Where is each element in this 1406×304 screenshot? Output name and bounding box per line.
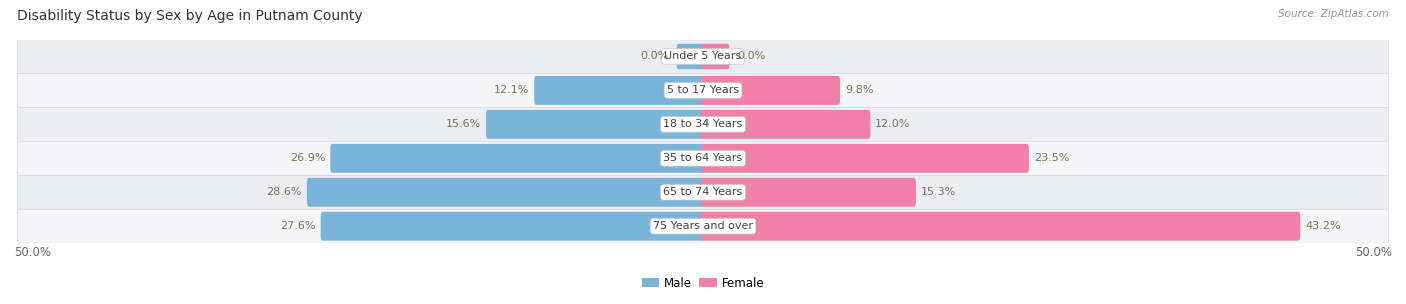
Text: 75 Years and over: 75 Years and over (652, 221, 754, 231)
Text: 15.3%: 15.3% (921, 187, 956, 197)
Text: 12.1%: 12.1% (494, 85, 530, 95)
Text: 35 to 64 Years: 35 to 64 Years (664, 153, 742, 163)
Text: 43.2%: 43.2% (1305, 221, 1341, 231)
FancyBboxPatch shape (18, 74, 1388, 107)
Text: 26.9%: 26.9% (290, 153, 325, 163)
Text: 27.6%: 27.6% (280, 221, 316, 231)
FancyBboxPatch shape (676, 44, 704, 69)
FancyBboxPatch shape (702, 178, 915, 207)
Text: 50.0%: 50.0% (14, 246, 51, 259)
Text: 28.6%: 28.6% (267, 187, 302, 197)
Text: 12.0%: 12.0% (875, 119, 911, 130)
Text: 5 to 17 Years: 5 to 17 Years (666, 85, 740, 95)
FancyBboxPatch shape (702, 44, 730, 69)
FancyBboxPatch shape (307, 178, 704, 207)
Text: 65 to 74 Years: 65 to 74 Years (664, 187, 742, 197)
FancyBboxPatch shape (702, 144, 1029, 173)
FancyBboxPatch shape (702, 76, 841, 105)
Text: 18 to 34 Years: 18 to 34 Years (664, 119, 742, 130)
Text: Under 5 Years: Under 5 Years (665, 51, 741, 61)
FancyBboxPatch shape (702, 110, 870, 139)
FancyBboxPatch shape (18, 209, 1388, 243)
Text: Source: ZipAtlas.com: Source: ZipAtlas.com (1278, 9, 1389, 19)
FancyBboxPatch shape (702, 212, 1301, 241)
FancyBboxPatch shape (321, 212, 704, 241)
FancyBboxPatch shape (18, 141, 1388, 175)
FancyBboxPatch shape (18, 107, 1388, 141)
Text: Disability Status by Sex by Age in Putnam County: Disability Status by Sex by Age in Putna… (17, 9, 363, 23)
FancyBboxPatch shape (330, 144, 704, 173)
Legend: Male, Female: Male, Female (637, 272, 769, 294)
Text: 15.6%: 15.6% (446, 119, 481, 130)
FancyBboxPatch shape (18, 175, 1388, 209)
Text: 23.5%: 23.5% (1033, 153, 1069, 163)
Text: 0.0%: 0.0% (640, 51, 669, 61)
FancyBboxPatch shape (18, 40, 1388, 74)
FancyBboxPatch shape (534, 76, 704, 105)
FancyBboxPatch shape (486, 110, 704, 139)
Text: 0.0%: 0.0% (738, 51, 766, 61)
Text: 50.0%: 50.0% (1355, 246, 1392, 259)
Text: 9.8%: 9.8% (845, 85, 873, 95)
